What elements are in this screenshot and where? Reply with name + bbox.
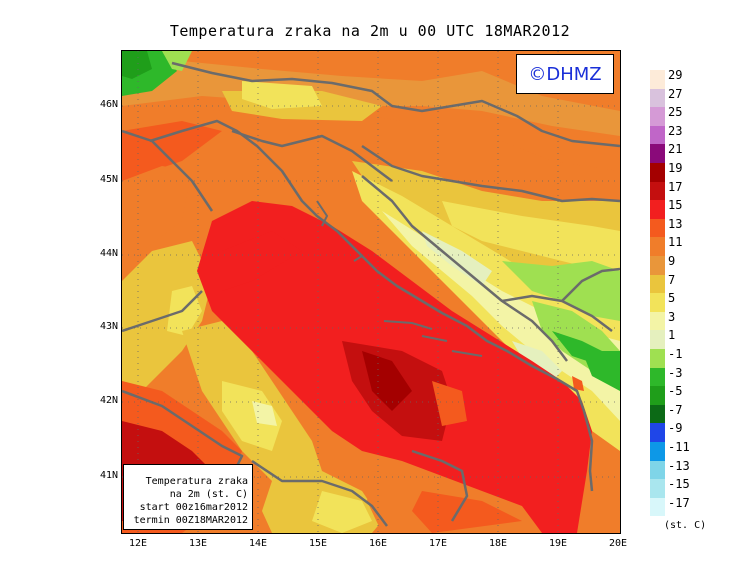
lat-label: 44N: [99, 248, 118, 259]
legend-swatch: [650, 200, 665, 219]
lat-label: 42N: [99, 395, 118, 406]
legend-label: 7: [668, 272, 676, 287]
legend-label: -13: [668, 458, 690, 473]
info-line: start 00z16mar2012: [139, 502, 248, 513]
map-title: Temperatura zraka na 2m u 00 UTC 18MAR20…: [169, 22, 571, 40]
legend-swatch: [650, 330, 665, 349]
legend-label: -7: [668, 402, 683, 417]
legend-label: -15: [668, 477, 690, 492]
legend-swatch: [650, 218, 665, 238]
legend-swatch: [650, 311, 665, 331]
temperature-map: [121, 50, 621, 534]
lat-label: 45N: [99, 174, 118, 185]
info-line: Temperatura zraka: [145, 476, 248, 487]
legend-label: 21: [668, 142, 683, 157]
lon-label: 17E: [428, 538, 448, 549]
legend-label: 11: [668, 235, 683, 250]
legend-label: -1: [668, 347, 683, 361]
legend-swatch: [650, 386, 665, 405]
legend-swatch: [650, 293, 665, 312]
legend-label: -11: [668, 440, 690, 454]
lon-label: 16E: [368, 538, 388, 549]
legend-label: -5: [668, 384, 683, 399]
legend-label: 9: [668, 254, 676, 268]
legend-label: 23: [668, 123, 683, 138]
legend-swatch: [650, 423, 665, 442]
legend-label: 27: [668, 86, 683, 101]
legend-swatch: [650, 70, 665, 89]
legend-swatch: [650, 479, 665, 498]
legend-swatch: [650, 442, 665, 461]
legend-label: 3: [668, 309, 676, 324]
info-line: na 2m (st. C): [169, 489, 248, 500]
lon-label: 19E: [548, 538, 568, 549]
lon-label: 12E: [128, 538, 148, 549]
lat-label: 46N: [99, 99, 118, 110]
lon-label: 20E: [608, 538, 628, 549]
lon-label: 13E: [188, 538, 208, 549]
legend-swatch: [650, 497, 665, 517]
legend-label: -17: [668, 495, 690, 510]
color-legend: 29 27 25 23 21 19 17 15 13 11 9 7 5 3 1 -1 -3 -5 -7 -9 -11 -1…: [650, 68, 690, 518]
legend-swatch: [650, 125, 665, 145]
legend-unit: (st. C): [664, 520, 707, 531]
dhmz-logo: ©DHMZ: [516, 54, 614, 94]
legend-swatch: [650, 88, 665, 108]
legend-label: -9: [668, 421, 683, 436]
legend-swatch: [650, 163, 665, 182]
legend-label: 1: [668, 328, 676, 343]
legend-label: 13: [668, 216, 683, 231]
info-line: termin 00Z18MAR2012: [133, 515, 248, 526]
legend-swatch: [650, 256, 665, 275]
legend-swatch: [650, 349, 665, 368]
lon-label: 15E: [308, 538, 328, 549]
legend-swatch: [650, 144, 665, 163]
lon-label: 18E: [488, 538, 508, 549]
legend-swatch: [650, 181, 665, 201]
lat-label: 43N: [99, 321, 118, 332]
legend-label: 29: [668, 68, 683, 82]
legend-swatch: [650, 107, 665, 126]
legend-swatch: [650, 274, 665, 294]
legend-swatch: [650, 404, 665, 424]
map-canvas: [122, 51, 620, 533]
legend-swatch: [650, 460, 665, 480]
legend-label: 17: [668, 179, 683, 194]
legend-label: 5: [668, 291, 676, 306]
legend-label: 25: [668, 105, 683, 120]
legend-swatch: [650, 237, 665, 256]
legend-label: 19: [668, 161, 683, 175]
legend-swatch: [650, 367, 665, 387]
legend-label: 15: [668, 198, 683, 213]
lat-label: 41N: [99, 470, 118, 481]
legend-label: -3: [668, 365, 683, 380]
lon-label: 14E: [248, 538, 268, 549]
info-box: Temperatura zraka na 2m (st. C) start 00…: [123, 464, 253, 530]
